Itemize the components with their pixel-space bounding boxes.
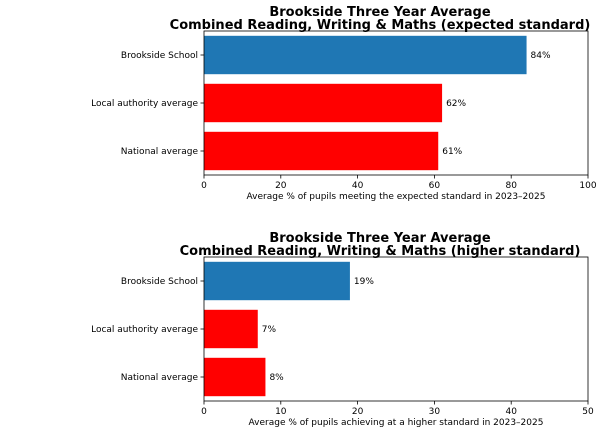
data-label: 8%: [269, 373, 284, 383]
plot-frame: [203, 256, 589, 402]
x-tick-label: 40: [352, 181, 364, 191]
data-label: 19%: [354, 277, 374, 287]
data-label: 62%: [446, 99, 466, 109]
x-axis-label: Average % of pupils meeting the expected…: [247, 192, 546, 202]
bar-local-authority-average: [204, 83, 443, 123]
x-tick-label: 50: [582, 407, 594, 417]
x-tick-label: 60: [429, 181, 441, 191]
x-axis-label: Average % of pupils achieving at a highe…: [249, 418, 544, 428]
data-label: 84%: [531, 51, 551, 61]
x-tick-label: 20: [352, 407, 364, 417]
x-tick-label: 80: [505, 181, 517, 191]
y-tick-label: Local authority average: [91, 325, 198, 335]
bar-brookside-school: [204, 261, 350, 301]
y-tick-label: National average: [121, 373, 199, 383]
x-tick-label: 10: [275, 407, 287, 417]
y-tick-label: National average: [121, 147, 199, 157]
y-tick-label: Local authority average: [91, 99, 198, 109]
bar-national-average: [204, 357, 266, 397]
x-tick-label: 100: [579, 181, 596, 191]
x-tick-label: 0: [201, 181, 207, 191]
chart-title-line: Combined Reading, Writing & Maths (highe…: [180, 244, 581, 259]
chart-title-line: Combined Reading, Writing & Maths (expec…: [170, 18, 591, 33]
bar-brookside-school: [204, 35, 527, 75]
y-tick-label: Brookside School: [121, 51, 198, 61]
bar-local-authority-average: [204, 309, 258, 349]
chart-title-line: Brookside Three Year Average: [269, 231, 490, 246]
y-tick-label: Brookside School: [121, 277, 198, 287]
data-label: 61%: [442, 147, 462, 157]
x-tick-label: 20: [275, 181, 287, 191]
x-tick-label: 0: [201, 407, 207, 417]
data-label: 7%: [262, 325, 277, 335]
x-tick-label: 30: [429, 407, 441, 417]
bar-national-average: [204, 131, 439, 171]
x-tick-label: 40: [505, 407, 517, 417]
chart-title-line: Brookside Three Year Average: [269, 5, 490, 20]
plot-frame: [203, 30, 589, 176]
